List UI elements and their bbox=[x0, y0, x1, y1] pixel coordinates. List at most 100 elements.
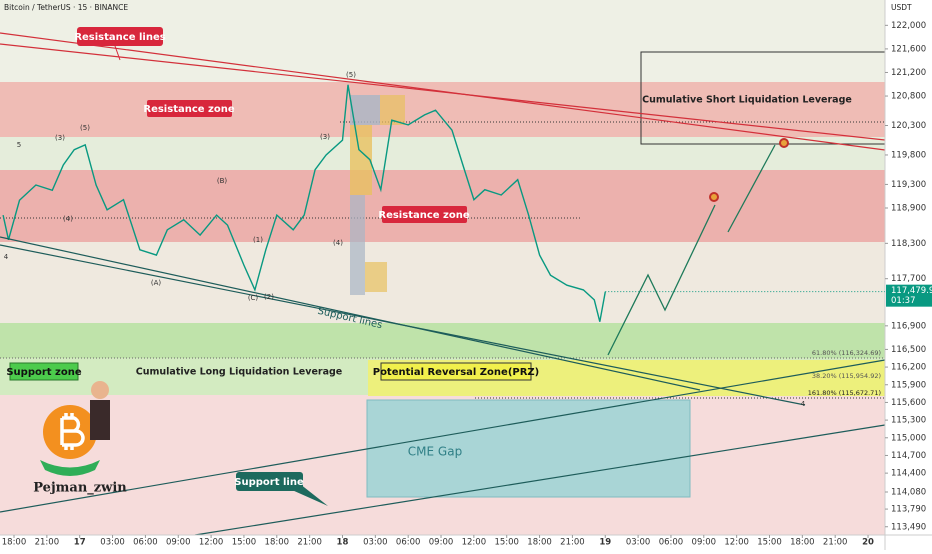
long-liquidation-label: Cumulative Long Liquidation Leverage bbox=[136, 367, 342, 378]
fib-label: 61.80% (116,324.69) bbox=[812, 349, 881, 357]
fib-label: 38.20% (115,954.92) bbox=[812, 372, 881, 380]
resistance-lines-label: Resistance lines bbox=[74, 32, 165, 43]
y-tick-label: 121,200 bbox=[891, 68, 926, 78]
y-tick-label: 122,000 bbox=[891, 21, 926, 31]
target-marker bbox=[709, 192, 719, 202]
symbol-title: Bitcoin / TetherUS · 15 · BINANCE bbox=[4, 3, 128, 12]
wave-label: (4) bbox=[63, 215, 73, 223]
x-tick-label: 06:00 bbox=[659, 538, 684, 548]
y-tick-label: 120,300 bbox=[891, 121, 926, 131]
wave-label: (3) bbox=[320, 133, 330, 141]
y-tick-label: 119,800 bbox=[891, 150, 926, 160]
y-tick-label: 116,500 bbox=[891, 345, 926, 355]
volume-profile bbox=[350, 95, 405, 295]
y-tick-label: 120,800 bbox=[891, 92, 926, 102]
pointer bbox=[292, 484, 328, 506]
y-tick-label: 115,600 bbox=[891, 398, 926, 408]
label-box bbox=[9, 362, 79, 381]
last-price-label: 117,479.90 bbox=[891, 286, 932, 296]
support-zone-label: Support zone bbox=[6, 367, 82, 378]
x-tick-label: 12:00 bbox=[724, 538, 749, 548]
y-tick-label: 114,400 bbox=[891, 469, 926, 479]
x-tick-label: 06:00 bbox=[396, 538, 421, 548]
price-axis bbox=[885, 0, 932, 550]
price-line bbox=[2, 84, 606, 322]
cme-gap-box bbox=[366, 399, 691, 498]
target-marker bbox=[779, 138, 789, 148]
x-tick-label: 21:00 bbox=[35, 538, 60, 548]
projection-path bbox=[607, 204, 716, 356]
pointer bbox=[114, 45, 121, 61]
fib-label: 161.80% (115,672.71) bbox=[808, 389, 881, 397]
author-name: Pejman_zwin bbox=[33, 481, 127, 496]
y-tick-label: 115,300 bbox=[891, 416, 926, 426]
y-tick-label: 115,900 bbox=[891, 380, 926, 390]
wave-label: (5) bbox=[80, 124, 90, 132]
x-tick-label: 15:00 bbox=[757, 538, 782, 548]
y-tick-label: 113,490 bbox=[891, 522, 926, 532]
y-tick-label: 113,790 bbox=[891, 505, 926, 515]
wave-label: (4) bbox=[333, 239, 343, 247]
band bbox=[0, 137, 885, 170]
currency-label: USDT bbox=[891, 3, 912, 12]
y-tick-label: 114,080 bbox=[891, 487, 926, 497]
resistance-line bbox=[0, 43, 886, 141]
label-box bbox=[382, 206, 467, 223]
wave-label: (A) bbox=[151, 279, 162, 287]
y-tick-label: 115,000 bbox=[891, 433, 926, 443]
label-box bbox=[380, 362, 532, 381]
y-tick-label: 118,300 bbox=[891, 239, 926, 249]
x-tick-label: 09:00 bbox=[692, 538, 717, 548]
wave-label: (1) bbox=[253, 236, 263, 244]
x-tick-label: 03:00 bbox=[363, 538, 388, 548]
resistance-zone-upper bbox=[0, 82, 885, 137]
label-box bbox=[147, 100, 232, 117]
support-line-label: Support line bbox=[234, 477, 304, 488]
projection-path bbox=[727, 144, 776, 233]
prz-label: Potential Reversal Zone(PRZ) bbox=[373, 367, 540, 378]
support-line bbox=[0, 359, 886, 513]
x-tick-label: 19 bbox=[599, 538, 611, 548]
wave-label: (C) bbox=[248, 294, 259, 302]
wave-label: 4 bbox=[801, 400, 806, 408]
last-price-box bbox=[886, 284, 932, 307]
y-tick-label: 116,200 bbox=[891, 363, 926, 373]
x-tick-label: 09:00 bbox=[166, 538, 191, 548]
x-tick-label: 21:00 bbox=[560, 538, 585, 548]
x-tick-label: 18:00 bbox=[265, 538, 290, 548]
time-axis bbox=[0, 535, 885, 550]
x-tick-label: 15:00 bbox=[232, 538, 257, 548]
x-tick-label: 17 bbox=[74, 538, 86, 548]
label-box bbox=[236, 472, 303, 491]
y-tick-label: 114,700 bbox=[891, 451, 926, 461]
support-line bbox=[194, 424, 886, 536]
x-tick-label: 12:00 bbox=[462, 538, 487, 548]
x-tick-label: 03:00 bbox=[626, 538, 651, 548]
y-tick-label: 121,600 bbox=[891, 44, 926, 54]
resistance-zone-label: Resistance zone bbox=[143, 104, 234, 115]
x-tick-label: 15:00 bbox=[494, 538, 519, 548]
x-tick-label: 20 bbox=[862, 538, 874, 548]
resistance-zone-label: Resistance zone bbox=[378, 210, 469, 221]
y-tick-label: 116,900 bbox=[891, 321, 926, 331]
wave-label: (2) bbox=[264, 293, 274, 301]
y-tick-label: 118,900 bbox=[891, 203, 926, 213]
label-box bbox=[77, 27, 163, 46]
support-band bbox=[0, 323, 885, 358]
y-tick-label: 119,300 bbox=[891, 180, 926, 190]
support-line bbox=[0, 236, 701, 391]
x-tick-label: 09:00 bbox=[429, 538, 454, 548]
x-tick-label: 18:00 bbox=[790, 538, 815, 548]
countdown-label: 01:37 bbox=[891, 296, 916, 306]
wave-label: 5 bbox=[17, 141, 21, 149]
wave-label: 4 bbox=[4, 253, 9, 261]
x-tick-label: 12:00 bbox=[199, 538, 224, 548]
author-logo bbox=[40, 381, 110, 476]
band bbox=[0, 242, 885, 323]
y-tick-label: 117,700 bbox=[891, 274, 926, 284]
short-liquidation-label: Cumulative Short Liquidation Leverage bbox=[642, 95, 852, 106]
x-tick-label: 03:00 bbox=[100, 538, 125, 548]
x-tick-label: 18:00 bbox=[2, 538, 27, 548]
wave-label: (3) bbox=[55, 134, 65, 142]
